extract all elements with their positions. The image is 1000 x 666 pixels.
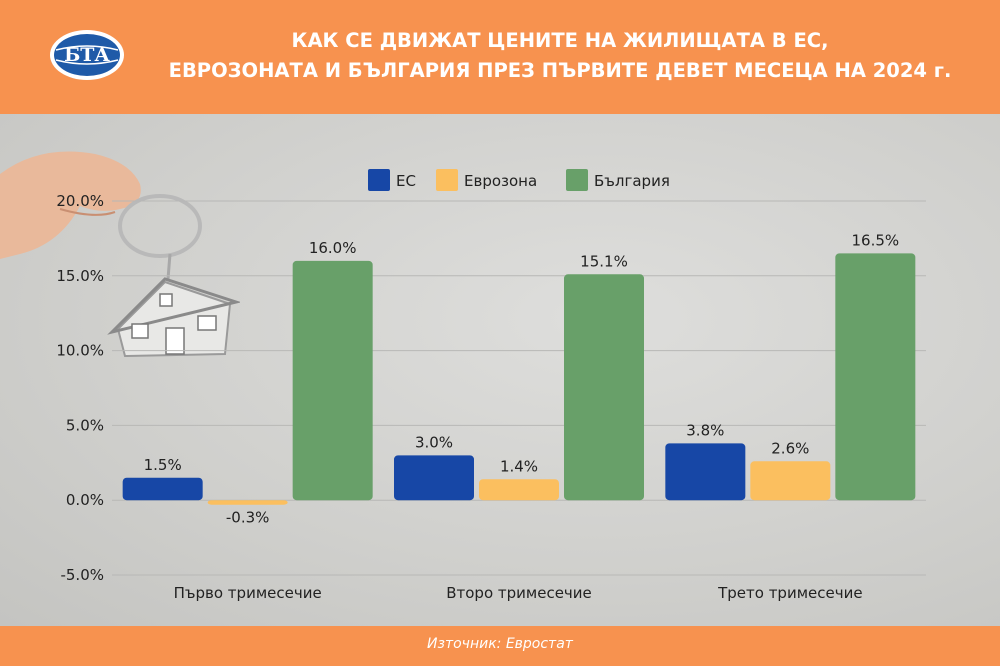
footer-bar: [0, 626, 1000, 666]
title-line-2: ЕВРОЗОНАТА И БЪЛГАРИЯ ПРЕЗ ПЪРВИТЕ ДЕВЕТ…: [168, 59, 952, 82]
y-tick-label: 20.0%: [56, 192, 104, 210]
y-tick-label: 15.0%: [56, 267, 104, 285]
legend-swatch: [368, 169, 390, 191]
house-keychain-image: [0, 151, 240, 358]
bar: [750, 461, 831, 501]
data-label: 1.4%: [500, 457, 538, 475]
category-label: Второ тримесечие: [446, 584, 592, 602]
chart-title: КАК СЕ ДВИЖАТ ЦЕНИТЕ НА ЖИЛИЩАТА В ЕС, Е…: [140, 26, 980, 86]
y-tick-label: 0.0%: [66, 491, 104, 509]
bar: [394, 455, 474, 501]
bar: [122, 477, 203, 501]
bar: [207, 500, 288, 505]
y-tick-label: 5.0%: [66, 416, 104, 434]
bar: [665, 443, 746, 501]
data-label: 15.1%: [580, 252, 628, 270]
category-label: Трето тримесечие: [717, 584, 862, 602]
y-tick-label: -5.0%: [60, 566, 104, 584]
logo-text: БТА: [64, 44, 110, 66]
bar: [835, 253, 916, 501]
category-label: Първо тримесечие: [174, 584, 322, 602]
bar: [479, 479, 559, 501]
legend-label: Еврозона: [464, 172, 537, 190]
bar: [564, 274, 644, 501]
data-label: 16.5%: [852, 231, 900, 249]
header-bar: [0, 0, 1000, 114]
source-note: Източник: Евростат: [427, 636, 573, 652]
data-label: 2.6%: [771, 439, 809, 457]
chart-background: [0, 114, 1000, 626]
bar: [292, 260, 373, 501]
legend-label: България: [594, 172, 670, 190]
legend-swatch: [436, 169, 458, 191]
legend-label: ЕС: [396, 172, 416, 190]
bta-logo: БТА: [50, 30, 124, 80]
data-label: 3.0%: [415, 433, 453, 451]
title-line-1: КАК СЕ ДВИЖАТ ЦЕНИТЕ НА ЖИЛИЩАТА В ЕС,: [291, 29, 829, 52]
data-label: -0.3%: [226, 509, 270, 527]
data-label: 1.5%: [144, 456, 182, 474]
legend-swatch: [566, 169, 588, 191]
data-label: 3.8%: [686, 421, 724, 439]
y-tick-label: 10.0%: [56, 342, 104, 360]
data-label: 16.0%: [309, 239, 357, 257]
